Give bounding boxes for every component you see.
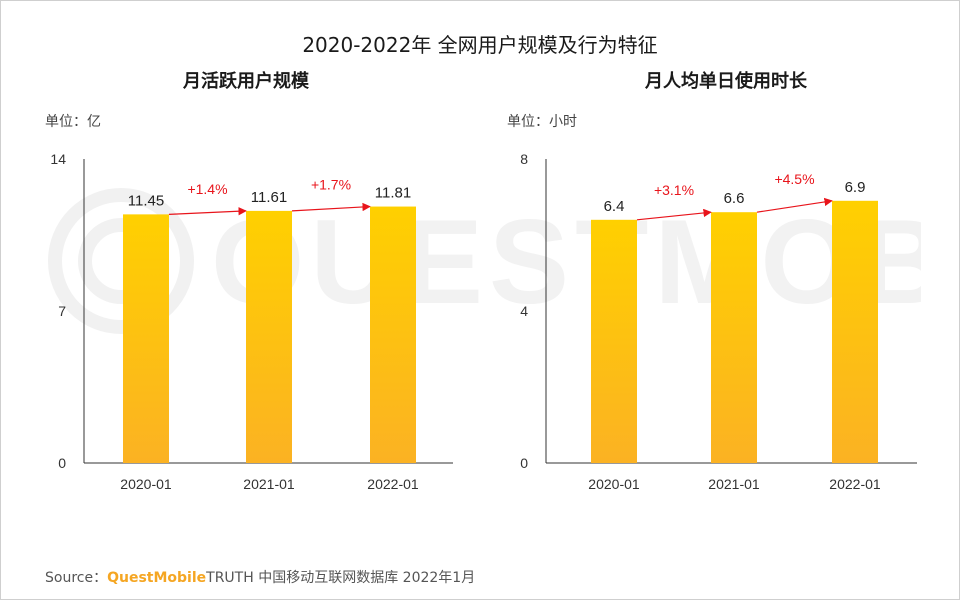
source-prefix: Source： (45, 570, 108, 586)
bar (591, 219, 637, 463)
x-tick-label: 2020-01 (588, 476, 640, 492)
growth-arrow (636, 208, 712, 221)
source-note: Source：QuestMobileTRUTH 中国移动互联网数据库 2022年… (45, 567, 475, 587)
unit-label-mau: 单位：亿 (45, 114, 101, 130)
source-text: TRUTH 中国移动互联网数据库 2022年1月 (206, 570, 476, 586)
growth-label: +4.5% (774, 171, 814, 187)
x-tick-label: 2021-01 (243, 476, 295, 492)
chart-title-mau: 月活跃用户规模 (183, 71, 309, 92)
growth-label: +1.7% (311, 177, 351, 193)
y-tick-label: 4 (520, 303, 528, 319)
unit-label-usage-time: 单位：小时 (507, 114, 577, 130)
bar-value-label: 6.9 (845, 179, 866, 196)
y-tick-label: 0 (520, 455, 528, 471)
watermark-text: QUESTMOBILE (211, 195, 921, 329)
bar-value-label: 11.81 (375, 185, 411, 202)
x-tick-label: 2022-01 (367, 476, 419, 492)
growth-label: +1.4% (187, 181, 227, 197)
bar (123, 214, 169, 463)
bar (370, 206, 416, 463)
chart-title-usage-time: 月人均单日使用时长 (645, 71, 807, 92)
bar (711, 212, 757, 463)
bar (246, 210, 292, 463)
y-tick-label: 14 (50, 151, 66, 167)
chart-usage-time: 0 4 8 6.4 2020-01 6.6 2021-01 6.9 2022-01 +3.1% +4… (520, 151, 917, 492)
x-tick-label: 2022-01 (829, 476, 881, 492)
growth-arrow (168, 207, 247, 216)
bar-value-label: 6.6 (724, 190, 745, 207)
x-tick-label: 2021-01 (708, 476, 760, 492)
growth-label: +3.1% (654, 182, 694, 198)
growth-arrow (756, 197, 833, 213)
bar-value-label: 11.45 (128, 192, 164, 209)
watermark-logo: QUESTMOBILE (48, 188, 921, 334)
y-tick-label: 0 (58, 455, 66, 471)
x-tick-label: 2020-01 (120, 476, 172, 492)
y-tick-label: 7 (58, 303, 66, 319)
y-tick-label: 8 (520, 151, 528, 167)
page-title: 2020-2022年 全网用户规模及行为特征 (302, 33, 658, 57)
bar-value-label: 11.61 (251, 189, 287, 206)
bar-value-label: 6.4 (604, 198, 625, 215)
bar (832, 200, 878, 464)
growth-arrow (291, 202, 371, 212)
chart-mau: 0 7 14 11.45 2020-01 11.61 2021-01 11.81 2022-01… (50, 151, 453, 492)
source-brand: QuestMobile (107, 570, 207, 586)
